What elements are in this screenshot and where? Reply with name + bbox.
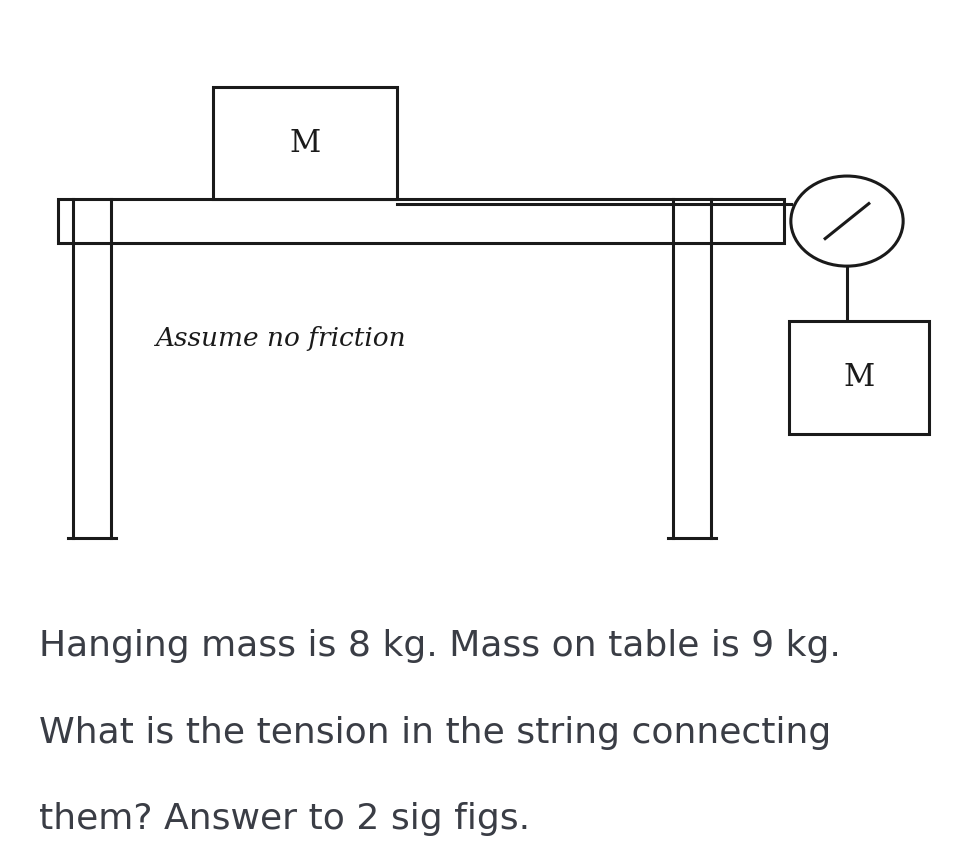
Text: M: M (843, 362, 875, 393)
Text: them? Answer to 2 sig figs.: them? Answer to 2 sig figs. (39, 802, 529, 837)
Text: M: M (289, 127, 320, 159)
Text: What is the tension in the string connecting: What is the tension in the string connec… (39, 715, 831, 750)
Text: Assume no friction: Assume no friction (155, 326, 406, 350)
Bar (213, 87, 397, 199)
Bar (58, 199, 784, 243)
Bar (789, 321, 929, 434)
Text: Hanging mass is 8 kg. Mass on table is 9 kg.: Hanging mass is 8 kg. Mass on table is 9… (39, 629, 840, 663)
